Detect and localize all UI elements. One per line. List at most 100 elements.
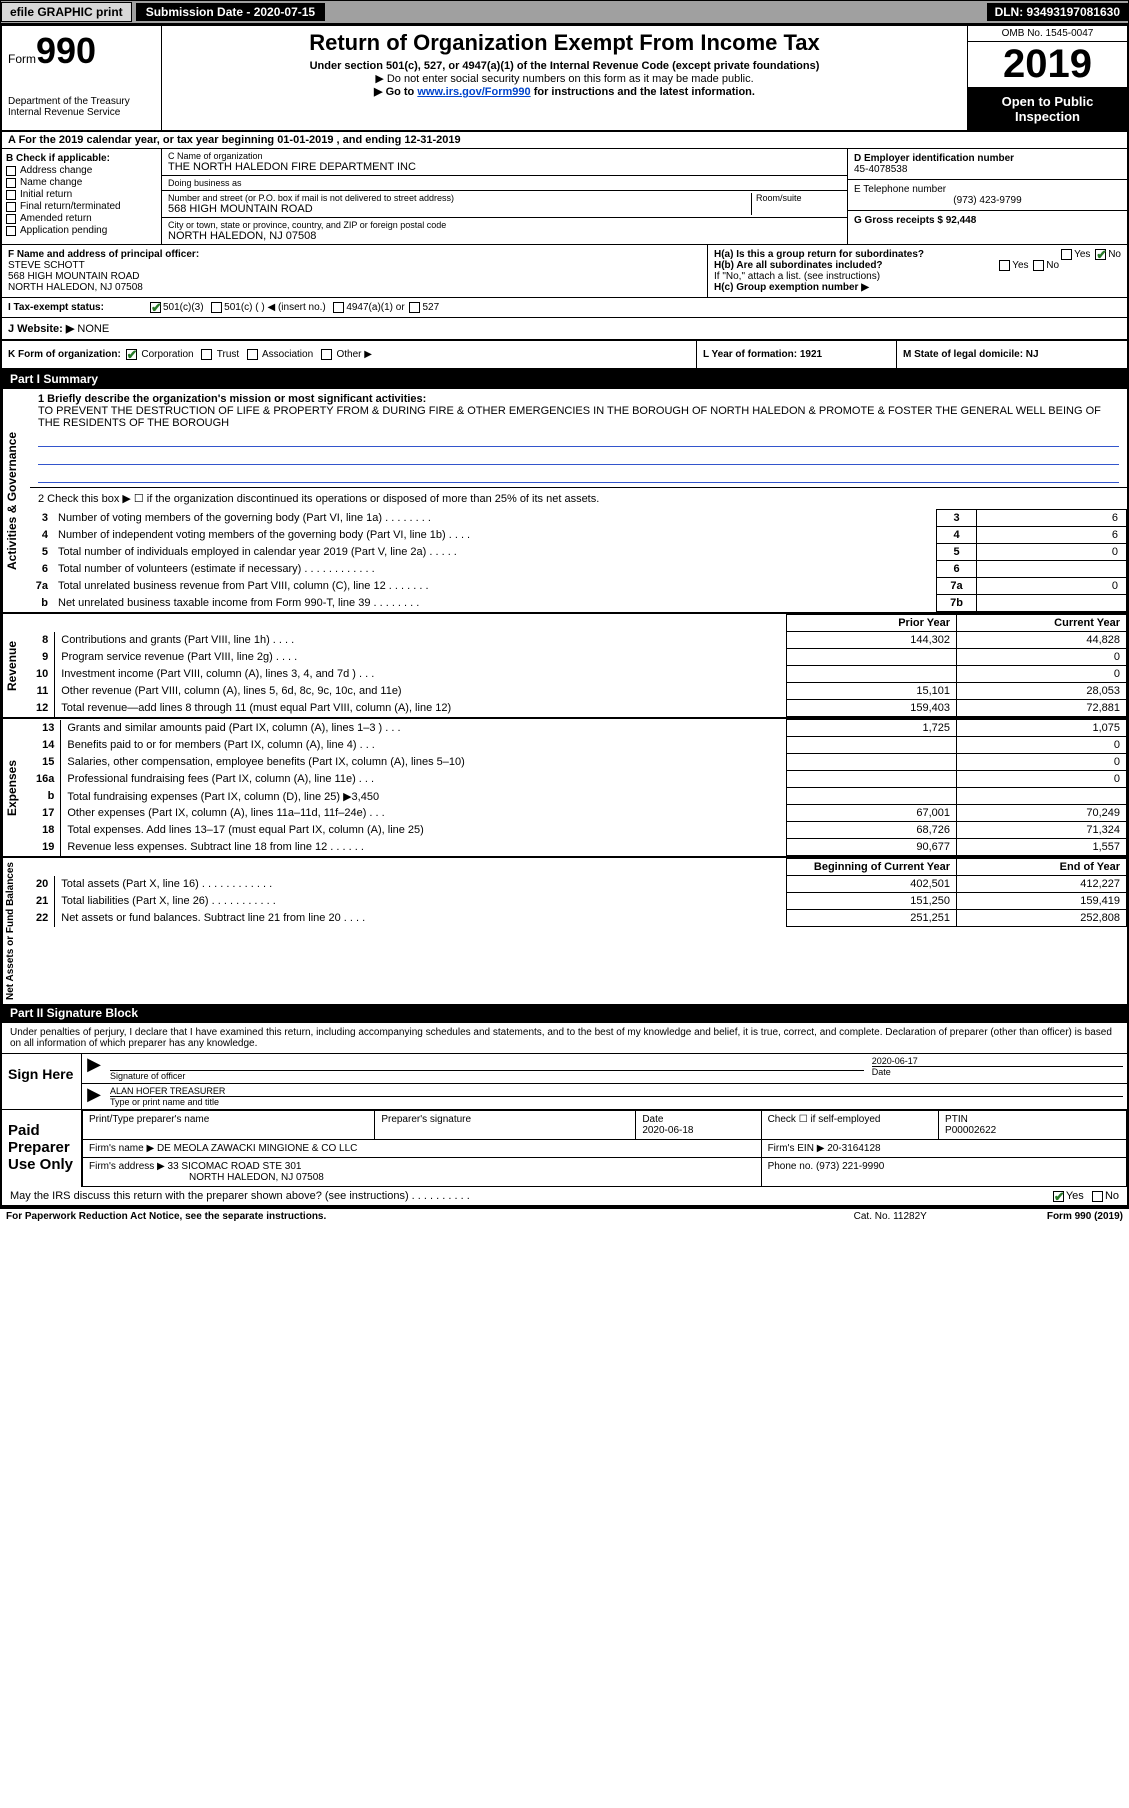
page-footer: For Paperwork Reduction Act Notice, see … (0, 1208, 1129, 1224)
note2-pre: ▶ Go to (374, 86, 417, 98)
table-row: 16aProfessional fundraising fees (Part I… (30, 771, 1127, 788)
opt-501c3: 501(c)(3) (163, 302, 204, 313)
prior-year-header: Prior Year (787, 615, 957, 632)
header-right: OMB No. 1545-0047 2019 Open to Public In… (967, 26, 1127, 130)
officer-name: STEVE SCHOTT (8, 260, 701, 271)
corp-checkbox[interactable] (126, 349, 137, 360)
name-arrow-icon: ▶ (82, 1084, 106, 1109)
table-row: 5Total number of individuals employed in… (30, 544, 1127, 561)
application-pending-checkbox[interactable] (6, 226, 16, 236)
table-row: 8Contributions and grants (Part VIII, li… (30, 632, 1127, 649)
hb-no-checkbox[interactable] (1033, 260, 1044, 271)
website-value: NONE (77, 323, 109, 335)
firm-addr2: NORTH HALEDON, NJ 07508 (189, 1172, 324, 1183)
firm-name-label: Firm's name ▶ (89, 1143, 154, 1154)
row-i-tax-status: I Tax-exempt status: 501(c)(3) 501(c) ( … (2, 298, 1127, 318)
vtab-activities: Activities & Governance (2, 389, 30, 612)
form-of-org: K Form of organization: Corporation Trus… (2, 341, 697, 368)
sign-here-label: Sign Here (2, 1054, 82, 1109)
4947-checkbox[interactable] (333, 302, 344, 313)
officer-addr2: NORTH HALEDON, NJ 07508 (8, 282, 701, 293)
address-change-checkbox[interactable] (6, 166, 16, 176)
expenses-table: 13Grants and similar amounts paid (Part … (30, 719, 1127, 856)
paperwork-notice: For Paperwork Reduction Act Notice, see … (6, 1211, 854, 1222)
firm-addr1: 33 SICOMAC ROAD STE 301 (168, 1161, 302, 1172)
sign-here-row: Sign Here ▶ Signature of officer 2020-06… (2, 1054, 1127, 1110)
ha-no-checkbox[interactable] (1095, 249, 1106, 260)
sig-date-value: 2020-06-17 (872, 1056, 1123, 1066)
open-to-public: Open to Public Inspection (968, 88, 1127, 130)
prep-sig-label: Preparer's signature (375, 1111, 636, 1140)
officer-addr1: 568 HIGH MOUNTAIN ROAD (8, 271, 701, 282)
row-f-h: F Name and address of principal officer:… (2, 245, 1127, 298)
opt-other: Other ▶ (336, 349, 371, 360)
instructions-link[interactable]: www.irs.gov/Form990 (417, 86, 530, 98)
hc-label: H(c) Group exemption number ▶ (714, 282, 1121, 293)
form-title: Return of Organization Exempt From Incom… (170, 30, 959, 56)
527-checkbox[interactable] (409, 302, 420, 313)
efile-print-button[interactable]: efile GRAPHIC print (1, 2, 132, 22)
discuss-yes-checkbox[interactable] (1053, 1191, 1064, 1202)
assoc-checkbox[interactable] (247, 349, 258, 360)
m-label: M State of legal domicile: NJ (903, 349, 1039, 360)
dba-label: Doing business as (168, 178, 841, 188)
vtab-net-assets: Net Assets or Fund Balances (2, 858, 30, 1004)
amended-return-checkbox[interactable] (6, 214, 16, 224)
self-employed-check: Check ☐ if self-employed (761, 1111, 938, 1140)
table-row: 4Number of independent voting members of… (30, 527, 1127, 544)
501c3-checkbox[interactable] (150, 302, 161, 313)
q1-label: 1 Briefly describe the organization's mi… (38, 393, 1119, 405)
mission-block: 1 Briefly describe the organization's mi… (30, 389, 1127, 488)
sig-officer-label: Signature of officer (110, 1070, 864, 1081)
initial-return-checkbox[interactable] (6, 190, 16, 200)
501c-checkbox[interactable] (211, 302, 222, 313)
ein-label: D Employer identification number (854, 153, 1121, 164)
chk-initial-return: Initial return (20, 189, 72, 200)
form-990-frame: Form990 Department of the Treasury Inter… (0, 24, 1129, 1208)
name-change-checkbox[interactable] (6, 178, 16, 188)
net-assets-table: Beginning of Current Year End of Year 20… (30, 858, 1127, 927)
column-c-org-info: C Name of organization THE NORTH HALEDON… (162, 149, 847, 244)
activities-governance-section: Activities & Governance 1 Briefly descri… (2, 389, 1127, 612)
firm-addr-label: Firm's address ▶ (89, 1161, 165, 1172)
city-state-zip: NORTH HALEDON, NJ 07508 (168, 230, 841, 242)
table-row: 21Total liabilities (Part X, line 26) . … (30, 893, 1127, 910)
cat-number: Cat. No. 11282Y (854, 1211, 927, 1222)
paid-preparer-row: Paid Preparer Use Only Print/Type prepar… (2, 1110, 1127, 1187)
governance-table: 3Number of voting members of the governi… (30, 509, 1127, 612)
signature-arrow-icon: ▶ (82, 1054, 106, 1083)
preparer-table: Print/Type preparer's name Preparer's si… (82, 1110, 1127, 1187)
dln-label: DLN: 93493197081630 (987, 3, 1128, 21)
table-row: 18Total expenses. Add lines 13–17 (must … (30, 822, 1127, 839)
discuss-no-checkbox[interactable] (1092, 1191, 1103, 1202)
revenue-section: Revenue Prior Year Current Year 8Contrib… (2, 614, 1127, 717)
chk-pending: Application pending (20, 225, 107, 236)
omb-number: OMB No. 1545-0047 (968, 26, 1127, 42)
part1-header: Part I Summary (2, 370, 1127, 389)
org-name-label: C Name of organization (168, 151, 841, 161)
table-row: 12Total revenue—add lines 8 through 11 (… (30, 700, 1127, 717)
final-return-checkbox[interactable] (6, 202, 16, 212)
row-a-tax-year: A For the 2019 calendar year, or tax yea… (2, 132, 1127, 149)
tax-year: 2019 (968, 42, 1127, 88)
trust-checkbox[interactable] (201, 349, 212, 360)
column-b-checkboxes: B Check if applicable: Address change Na… (2, 149, 162, 244)
hb-yes-checkbox[interactable] (999, 260, 1010, 271)
part2-header: Part II Signature Block (2, 1004, 1127, 1023)
table-row: 20Total assets (Part X, line 16) . . . .… (30, 876, 1127, 893)
ha-yes: Yes (1074, 249, 1090, 260)
state-domicile: M State of legal domicile: NJ (897, 341, 1127, 368)
firm-ein-value: 20-3164128 (827, 1143, 880, 1154)
table-row: 11Other revenue (Part VIII, column (A), … (30, 683, 1127, 700)
room-label: Room/suite (756, 193, 841, 203)
table-row: 15Salaries, other compensation, employee… (30, 754, 1127, 771)
beginning-year-header: Beginning of Current Year (787, 859, 957, 876)
opt-527: 527 (422, 302, 439, 313)
ha-yes-checkbox[interactable] (1061, 249, 1072, 260)
net-assets-section: Net Assets or Fund Balances Beginning of… (2, 858, 1127, 1004)
discuss-question: May the IRS discuss this return with the… (10, 1190, 1051, 1202)
form-header: Form990 Department of the Treasury Inter… (2, 26, 1127, 132)
note2-post: for instructions and the latest informat… (531, 86, 755, 98)
other-checkbox[interactable] (321, 349, 332, 360)
row-k-l-m: K Form of organization: Corporation Trus… (2, 341, 1127, 370)
